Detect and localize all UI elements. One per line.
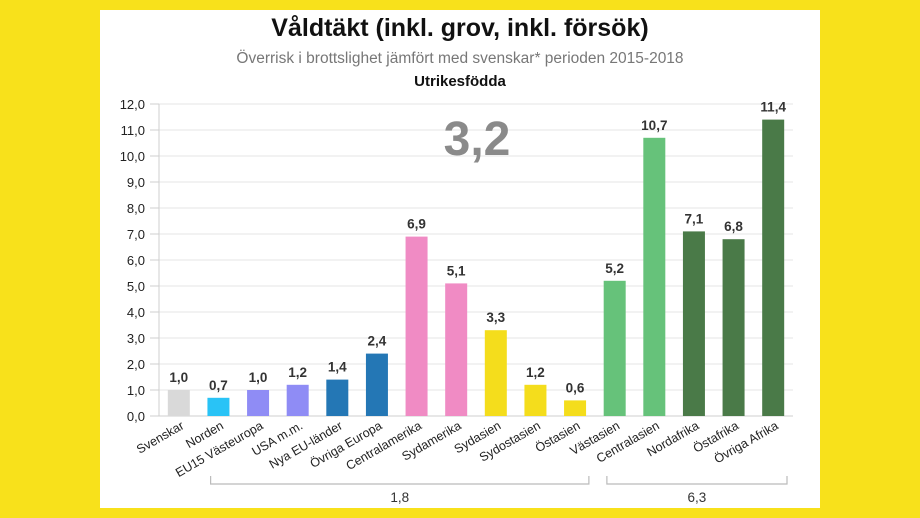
y-tick-label: 1,0 [127,383,145,398]
data-label: 6,8 [724,219,743,234]
x-tick-label: Svenskar [134,418,186,456]
chart-subtitle: Överrisk i brottslighet jämfört med sven… [236,50,684,67]
y-tick-label: 9,0 [127,175,145,190]
data-label: 5,1 [447,263,466,278]
bar [762,119,785,416]
chart-title: Våldtäkt (inkl. grov, inkl. försök) [271,14,649,42]
data-label: 1,4 [328,360,347,375]
bar [524,384,547,416]
bar [643,137,666,417]
data-label: 7,1 [685,211,704,226]
group-bracket-label: 1,8 [390,490,409,505]
data-label: 11,4 [760,100,786,115]
bar [167,390,190,416]
bar [682,231,705,416]
data-label: 1,2 [526,365,545,380]
bar [405,236,428,416]
group-bracket-label: 6,3 [688,490,707,505]
data-label: 0,7 [209,378,228,393]
bar [564,400,587,416]
bar [247,390,270,416]
group-label: Utrikesfödda [414,73,506,90]
overall-annotation: 3,2 [444,113,511,166]
data-label: 1,0 [169,370,188,385]
data-label: 0,6 [566,380,585,395]
bar [603,280,626,416]
data-label: 6,9 [407,217,426,232]
data-label: 1,0 [249,370,268,385]
bar [286,384,309,416]
data-label: 3,3 [486,310,505,325]
bar [722,239,745,416]
data-label: 10,7 [641,118,667,133]
y-tick-label: 8,0 [127,201,145,216]
y-tick-label: 11,0 [121,123,145,138]
data-label: 5,2 [605,261,624,276]
y-tick-label: 4,0 [127,305,145,320]
y-tick-label: 3,0 [127,331,145,346]
y-tick-label: 12,0 [120,97,145,112]
data-label: 1,2 [288,365,307,380]
bar [207,397,230,416]
y-tick-label: 0,0 [127,409,145,424]
y-tick-label: 2,0 [127,357,145,372]
bar [445,283,468,416]
y-tick-label: 7,0 [127,227,145,242]
bar [484,330,507,416]
group-bracket [606,476,788,485]
bar [326,379,349,416]
bar [365,353,388,416]
y-tick-label: 5,0 [127,279,145,294]
data-label: 2,4 [368,334,387,349]
y-tick-label: 6,0 [127,253,145,268]
y-tick-label: 10,0 [120,149,145,164]
group-bracket [210,476,590,485]
